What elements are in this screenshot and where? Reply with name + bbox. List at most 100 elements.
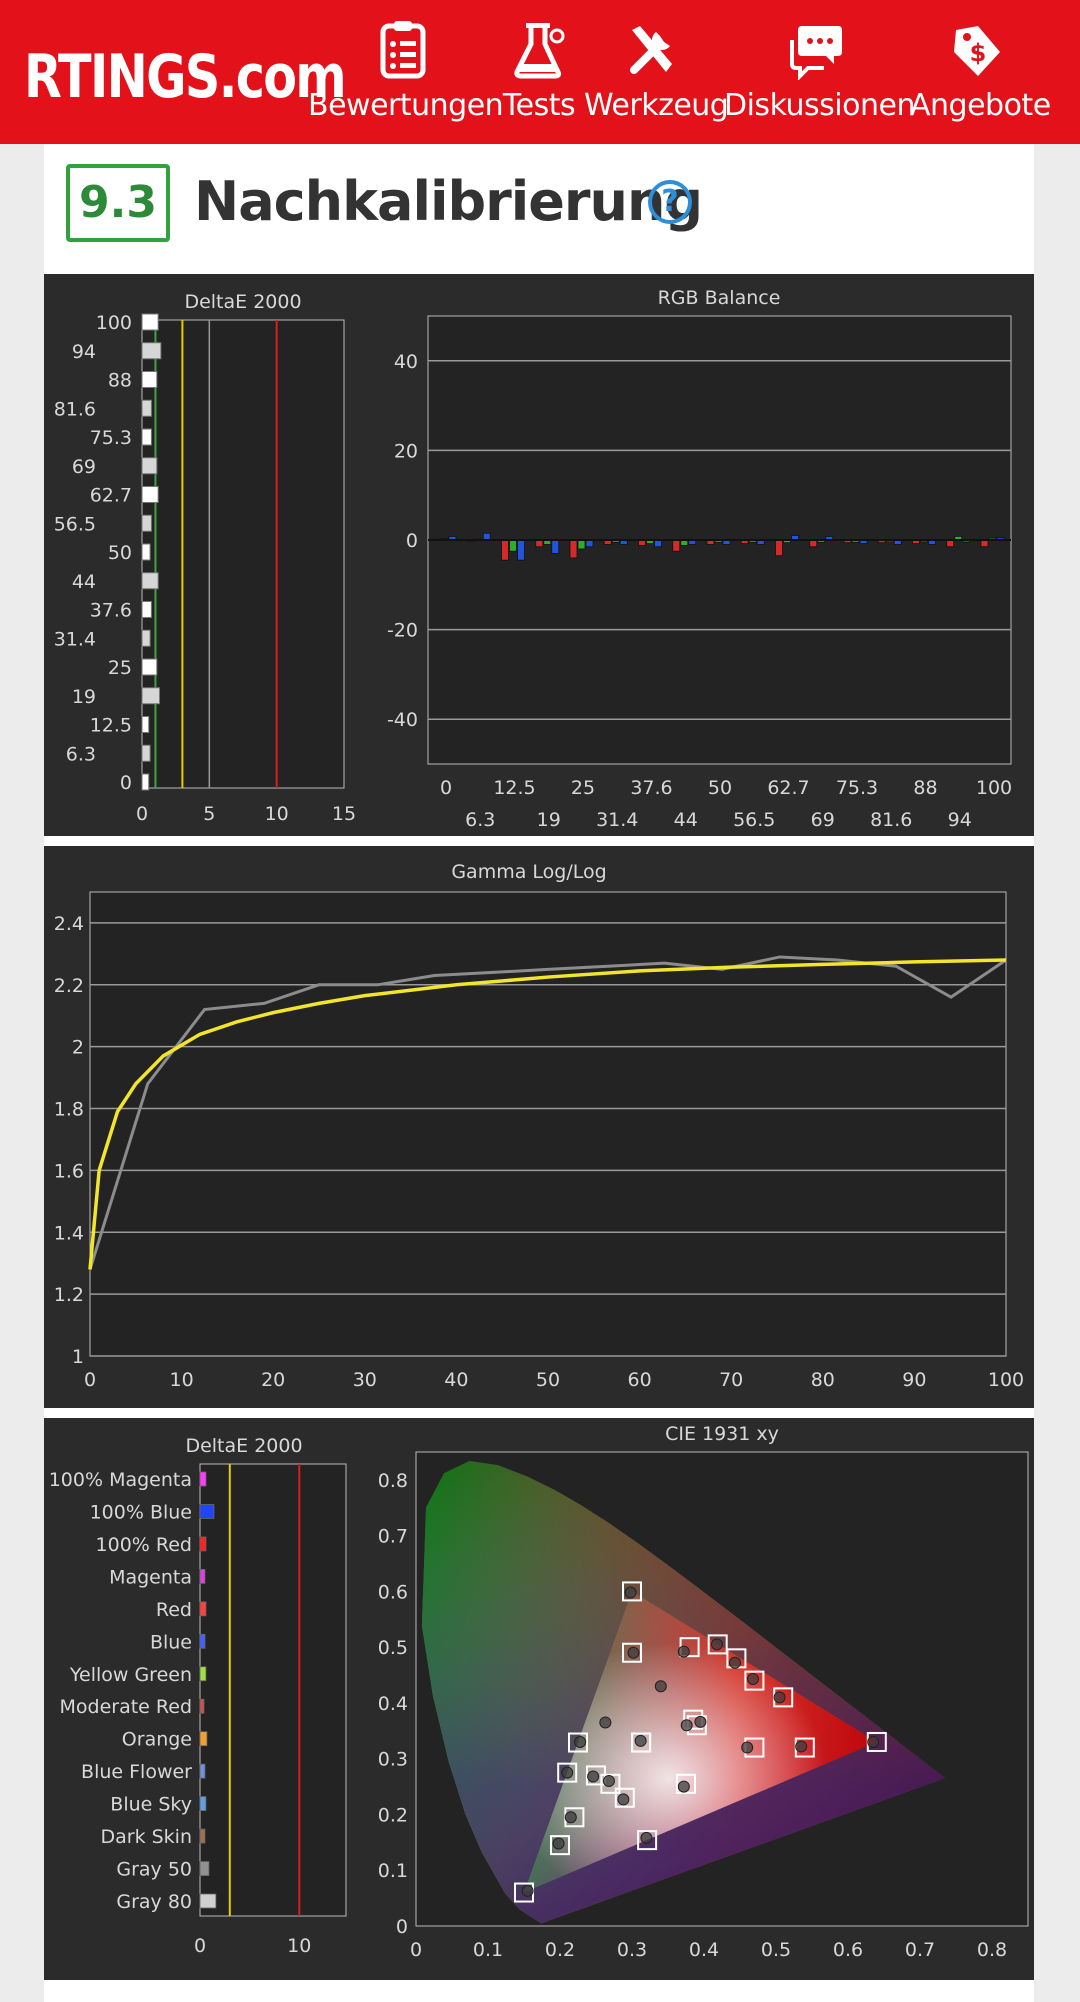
tick-label: 1.2 [54, 1284, 84, 1306]
bar [199, 1861, 210, 1876]
bar [141, 687, 161, 705]
nav-label: Bewertungen [308, 88, 504, 123]
flask-icon [514, 23, 565, 79]
series-line [88, 958, 1007, 1270]
measured-point [677, 1645, 690, 1658]
bar [199, 1633, 206, 1649]
tick-label: 0 [120, 772, 132, 794]
measured-point [602, 1775, 615, 1788]
measured-point [552, 1837, 565, 1850]
gamut-triangle-white [524, 1591, 877, 1893]
tick-label: Gray 50 [116, 1859, 192, 1881]
bar [199, 1763, 206, 1779]
chart-title: DeltaE 2000 [185, 1435, 302, 1457]
plot-area [199, 1463, 347, 1917]
nav-label: Tests [502, 88, 576, 123]
tick-label: 0.7 [905, 1939, 935, 1961]
tick-label: 50 [108, 542, 132, 564]
target-marker [600, 1773, 621, 1794]
tick-label: 2 [72, 1037, 84, 1059]
bar [199, 1601, 207, 1617]
target-marker [622, 1581, 642, 1602]
tick-label: 0.2 [545, 1939, 575, 1961]
tick-label: Dark Skin [100, 1826, 192, 1848]
gamma-chart-panel: Gamma Log/Log 1 1.2 1.4 1.6 1.8 2 2.2 2.4 0 10 20 30… [44, 846, 1034, 1408]
color-chart-panel: DeltaE 2000 100% Magenta 100% Blue 100% Red… [44, 1418, 1034, 1980]
tick-label: 100 [96, 312, 132, 334]
bar [141, 514, 152, 532]
bar [141, 371, 158, 388]
target-marker [557, 1762, 578, 1783]
measured-point [640, 1831, 653, 1844]
tick-label: 69 [72, 456, 96, 478]
section-title: Nachkalibrierung [194, 170, 703, 233]
tick-label: 25 [571, 777, 595, 799]
bar [482, 532, 491, 541]
nav-label: Diskussionen [724, 88, 915, 123]
nav-item-diskussionen[interactable]: Diskussionen [724, 20, 915, 130]
tick-label: 0 [406, 530, 418, 552]
tick-label: 1.8 [54, 1099, 84, 1121]
tick-label: Orange [122, 1729, 192, 1751]
tick-label: 44 [674, 809, 698, 831]
bar [141, 486, 159, 503]
measured-point [773, 1691, 786, 1704]
tick-label: 50 [536, 1369, 560, 1391]
rtings-logo[interactable]: RTINGS.com [24, 42, 347, 112]
tick-label: 0 [440, 777, 452, 799]
help-icon[interactable]: ? [648, 180, 692, 224]
tick-label: 88 [913, 777, 937, 799]
tick-label: 2.2 [54, 975, 84, 997]
tick-label: 0 [194, 1935, 206, 1957]
bar [509, 539, 517, 552]
tick-label: 0 [396, 1916, 408, 1938]
tick-label: 0.6 [833, 1939, 863, 1961]
tick-label: 0.2 [378, 1804, 408, 1826]
nav-item-werkzeug[interactable]: Werkzeug [584, 20, 729, 130]
tick-label: 80 [811, 1369, 835, 1391]
bar [141, 601, 152, 618]
measured-point [624, 1586, 637, 1599]
measured-point [680, 1719, 693, 1732]
nav-item-tests[interactable]: Tests [498, 20, 580, 130]
tick-label: 70 [719, 1369, 743, 1391]
bar [809, 539, 818, 548]
bar [141, 773, 150, 791]
measured-point [694, 1715, 707, 1728]
tick-label: 37.6 [630, 777, 672, 799]
tick-label: 62.7 [90, 485, 132, 507]
tick-label: 100% Red [96, 1534, 192, 1556]
tick-label: 40 [394, 351, 418, 373]
tick-label: 100 [976, 777, 1012, 799]
tick-label: 69 [811, 809, 835, 831]
delta-e-and-rgb-chart: DeltaE 200006.312.5192531.437.6445056.56… [54, 287, 1012, 831]
bar [141, 744, 151, 762]
measured-point [617, 1793, 630, 1806]
score-badge: 9.3 [66, 164, 170, 242]
tick-label: 81.6 [54, 398, 96, 420]
measured-point [867, 1735, 880, 1748]
bar [551, 539, 560, 554]
bar [141, 572, 159, 590]
measured-point [587, 1770, 600, 1783]
tick-label: Blue Flower [81, 1761, 192, 1783]
tick-label: 31.4 [54, 628, 96, 650]
bar [141, 457, 158, 475]
target-marker [614, 1787, 635, 1808]
measured-point [795, 1740, 808, 1753]
chart-title: RGB Balance [658, 287, 781, 309]
tick-label: 10 [265, 803, 289, 825]
tick-label: 0.8 [977, 1939, 1007, 1961]
bar [199, 1504, 215, 1519]
tick-label: Gray 80 [116, 1891, 192, 1913]
plot-area [141, 319, 345, 789]
nav-item-bewertungen[interactable]: Bewertungen [308, 20, 504, 130]
logo-suffix: .com [218, 42, 347, 112]
measured-point [654, 1680, 667, 1693]
tick-label: 10 [170, 1369, 194, 1391]
nav-item-angebote[interactable]: $ Angebote [910, 20, 1051, 130]
tick-label: 100% Blue [90, 1501, 192, 1523]
tick-label: 0.5 [761, 1939, 791, 1961]
tick-label: Blue Sky [110, 1794, 192, 1816]
measured-point [574, 1735, 587, 1748]
